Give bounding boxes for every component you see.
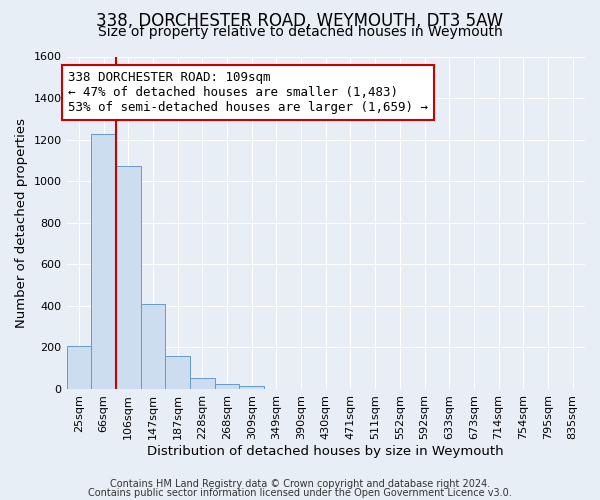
Text: 338, DORCHESTER ROAD, WEYMOUTH, DT3 5AW: 338, DORCHESTER ROAD, WEYMOUTH, DT3 5AW xyxy=(97,12,503,30)
Y-axis label: Number of detached properties: Number of detached properties xyxy=(15,118,28,328)
Bar xyxy=(140,304,165,389)
Bar xyxy=(190,378,215,389)
Bar xyxy=(239,386,264,389)
Bar xyxy=(116,166,140,389)
Text: Contains HM Land Registry data © Crown copyright and database right 2024.: Contains HM Land Registry data © Crown c… xyxy=(110,479,490,489)
Bar xyxy=(67,346,91,389)
X-axis label: Distribution of detached houses by size in Weymouth: Distribution of detached houses by size … xyxy=(148,444,504,458)
Bar xyxy=(215,384,239,389)
Text: 338 DORCHESTER ROAD: 109sqm
← 47% of detached houses are smaller (1,483)
53% of : 338 DORCHESTER ROAD: 109sqm ← 47% of det… xyxy=(68,71,428,114)
Bar xyxy=(91,134,116,389)
Text: Size of property relative to detached houses in Weymouth: Size of property relative to detached ho… xyxy=(98,25,502,39)
Bar xyxy=(165,356,190,389)
Text: Contains public sector information licensed under the Open Government Licence v3: Contains public sector information licen… xyxy=(88,488,512,498)
